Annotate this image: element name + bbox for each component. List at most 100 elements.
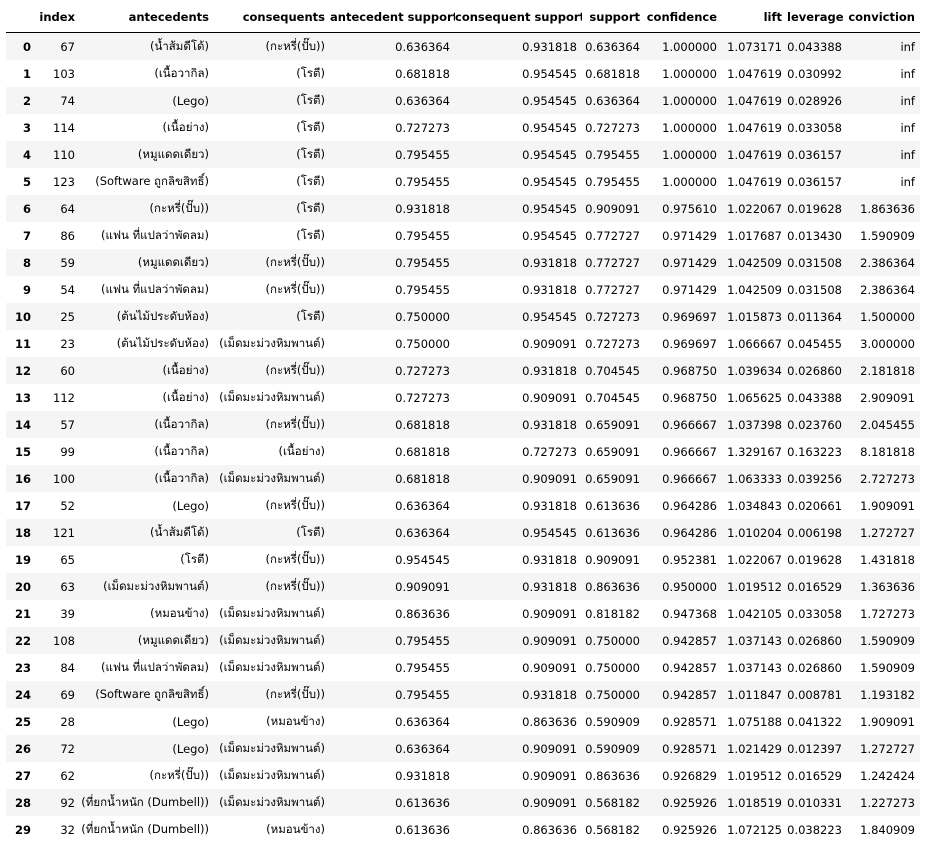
table-cell: 0.613636: [585, 525, 640, 540]
table-cell: 0.954545: [522, 174, 577, 189]
table-cell: 0.043388: [787, 39, 842, 54]
table-cell: 0.636364: [395, 93, 450, 108]
table-cell: 0.909091: [522, 741, 577, 756]
table-cell: (กะหรี่(ปั๊บ)): [265, 416, 325, 431]
table-row: 0 67 (น้ำส้มดีโด้) (กะหรี่(ปั๊บ)) 0.636364 0.…: [6, 32, 920, 60]
table-cell: (ต้นไม้ประดับห้อง): [116, 308, 209, 323]
table-cell: 1.065625: [727, 390, 782, 405]
table-cell: (เม็ดมะม่วงหิมพานต์): [103, 578, 209, 593]
table-cell: 0.727273: [395, 390, 450, 405]
table-row: 14 57 (เนื้อวากิล) (กะหรี่(ปั๊บ)) 0.681818 0.…: [6, 411, 920, 438]
table-cell: 0.772727: [585, 255, 640, 270]
table-cell: 0.636364: [395, 741, 450, 756]
table-cell: (โรตี): [296, 173, 325, 188]
table-cell: 114: [53, 120, 75, 135]
table-row: 1 103 (เนื้อวากิล) (โรตี) 0.681818 0.954545 0.…: [6, 60, 920, 87]
table-cell: (กะหรี่(ปั๊บ)): [265, 578, 325, 593]
table-cell: 0.863636: [585, 579, 640, 594]
column-header: confidence: [645, 2, 722, 33]
row-label: 0: [22, 39, 31, 54]
table-cell: 1.909091: [860, 498, 915, 513]
table-cell: 0.019628: [787, 552, 842, 567]
table-row: 29 32 (ที่ยกน้ำหนัก (Dumbell)) (หมอนข้าง) 0.…: [6, 816, 920, 843]
table-cell: 1.042509: [727, 255, 782, 270]
table-cell: 0.727273: [585, 120, 640, 135]
table-row: 9 54 (แฟน ที่แปลว่าพัดลม) (กะหรี่(ปั๊บ)) 0.7…: [6, 276, 920, 303]
table-cell: 0.909091: [395, 579, 450, 594]
table-cell: 0.975610: [662, 201, 717, 216]
table-row: 4 110 (หมูแดดเดียว) (โรตี) 0.795455 0.954545 0…: [6, 141, 920, 168]
table-cell: 0.926829: [662, 768, 717, 783]
table-cell: 0.931818: [522, 363, 577, 378]
table-cell: 1.037143: [727, 660, 782, 675]
table-cell: 54: [60, 282, 75, 297]
table-cell: 62: [60, 768, 75, 783]
table-cell: (กะหรี่(ปั๊บ)): [149, 767, 209, 782]
table-cell: 1.039634: [727, 363, 782, 378]
column-header: support: [582, 2, 645, 33]
table-cell: (เม็ดมะม่วงหิมพานต์): [219, 767, 325, 782]
row-label: 27: [14, 768, 31, 783]
table-cell: 0.019628: [787, 201, 842, 216]
table-cell: 84: [60, 660, 75, 675]
table-cell: 0.636364: [395, 525, 450, 540]
table-cell: 1.042105: [727, 606, 782, 621]
table-cell: 1.015873: [727, 309, 782, 324]
table-cell: 1.000000: [662, 66, 717, 81]
table-cell: 32: [60, 822, 75, 837]
table-cell: 86: [60, 228, 75, 243]
table-cell: 0.750000: [585, 660, 640, 675]
table-cell: (ที่ยกน้ำหนัก (Dumbell)): [81, 794, 209, 809]
table-row: 18 121 (น้ำส้มดีโด้) (โรตี) 0.636364 0.954545…: [6, 519, 920, 546]
table-cell: 0.909091: [522, 390, 577, 405]
table-cell: 0.863636: [522, 714, 577, 729]
table-cell: 1.000000: [662, 39, 717, 54]
table-cell: 0.613636: [395, 822, 450, 837]
table-cell: 0.925926: [662, 822, 717, 837]
table-cell: 1.329167: [727, 444, 782, 459]
table-cell: 0.026860: [787, 363, 842, 378]
table-cell: (เนื้อย่าง): [162, 119, 209, 134]
table-cell: 0.909091: [585, 552, 640, 567]
table-cell: 0.969697: [662, 309, 717, 324]
table-cell: (หมูแดดเดียว): [137, 254, 209, 269]
table-cell: 0.163223: [787, 444, 842, 459]
table-cell: 1.047619: [727, 174, 782, 189]
column-header: index: [36, 2, 80, 33]
table-cell: 0.045455: [787, 336, 842, 351]
table-cell: 0.727273: [585, 336, 640, 351]
row-label: 5: [22, 174, 31, 189]
header-row: index antecedents consequents antecedent su…: [6, 2, 920, 33]
table-cell: 67: [60, 39, 75, 54]
table-cell: 0.795455: [395, 174, 450, 189]
table-row: 15 99 (เนื้อวากิล) (เนื้อย่าง) 0.681818 0.727…: [6, 438, 920, 465]
row-label: 7: [22, 228, 31, 243]
table-cell: (Software ถูกลิขสิทธิ์): [95, 173, 209, 188]
table-cell: (กะหรี่(ปั๊บ)): [265, 686, 325, 701]
table-cell: 1.863636: [860, 201, 915, 216]
table-cell: (แฟน ที่แปลว่าพัดลม): [101, 281, 209, 296]
table-cell: 100: [53, 471, 75, 486]
table-row: 17 52 (Lego) (กะหรี่(ปั๊บ)) 0.636364 0.931818…: [6, 492, 920, 519]
table-row: 23 84 (แฟน ที่แปลว่าพัดลม) (เม็ดมะม่วงหิมพา…: [6, 654, 920, 681]
table-cell: (เม็ดมะม่วงหิมพานต์): [219, 470, 325, 485]
corner-cell: [6, 2, 36, 33]
table-cell: 1.590909: [860, 228, 915, 243]
table-cell: 1.042509: [727, 282, 782, 297]
table-cell: 0.954545: [522, 228, 577, 243]
row-label: 8: [22, 255, 31, 270]
table-cell: 1.047619: [727, 93, 782, 108]
table-row: 16 100 (เนื้อวากิล) (เม็ดมะม่วงหิมพานต์) 0.6…: [6, 465, 920, 492]
table-cell: 0.971429: [662, 255, 717, 270]
table-cell: 0.026860: [787, 660, 842, 675]
table-cell: 0.772727: [585, 282, 640, 297]
table-cell: 0.704545: [585, 390, 640, 405]
table-cell: inf: [900, 93, 915, 108]
table-cell: (หมอนข้าง): [266, 713, 325, 728]
table-cell: 121: [53, 525, 75, 540]
table-cell: 1.727273: [860, 606, 915, 621]
table-cell: 0.909091: [585, 201, 640, 216]
row-label: 4: [22, 147, 31, 162]
table-cell: 1.073171: [727, 39, 782, 54]
table-cell: 1.011847: [727, 687, 782, 702]
